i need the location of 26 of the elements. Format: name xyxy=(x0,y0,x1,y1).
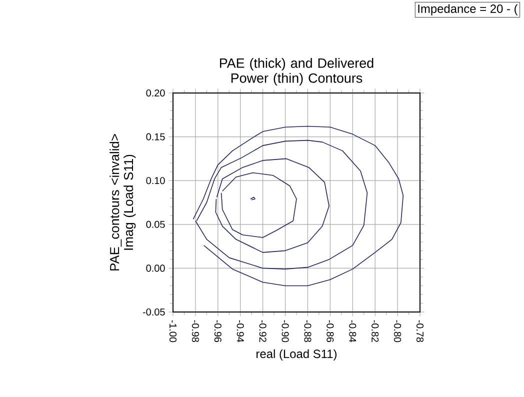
line-series xyxy=(215,158,330,253)
x-tick-label: -0.80 xyxy=(394,320,402,342)
x-tick-label: -0.86 xyxy=(326,320,334,342)
x-tick-label: -0.90 xyxy=(282,320,289,342)
chart-title: PAE (thick) and Delivered Power (thin) Contours xyxy=(220,58,374,86)
x-tick-label: -0.78 xyxy=(416,320,424,342)
text: Impedance = 20 - ( xyxy=(418,4,518,16)
x-tick-label: -0.94 xyxy=(236,320,244,342)
x-tick-label: -1.00 xyxy=(169,320,177,342)
line-series xyxy=(192,126,404,286)
x-tick-label: -0.84 xyxy=(349,320,356,342)
y-tick-label: 0.10 xyxy=(146,177,165,184)
x-tick-label: -0.88 xyxy=(304,320,312,342)
x-tick-label: -0.96 xyxy=(214,320,222,342)
y-tick-label: 0.15 xyxy=(146,133,165,140)
x-tick-label: -0.98 xyxy=(192,320,199,342)
x-axis-title: real (Load S11) xyxy=(256,349,337,360)
x-tick-label: -0.82 xyxy=(372,320,379,342)
y-tick-label: 0.00 xyxy=(146,264,165,272)
y-tick-label: -0.05 xyxy=(142,308,165,316)
y-tick-label: 0.05 xyxy=(146,220,165,228)
y-axis-title: PAE_contours <invalid> Imag (Load S11) xyxy=(110,134,136,270)
x-tick-label: -0.92 xyxy=(259,320,266,342)
line-series xyxy=(195,140,368,270)
y-tick-label: 0.20 xyxy=(146,89,165,97)
line-series xyxy=(220,172,297,238)
